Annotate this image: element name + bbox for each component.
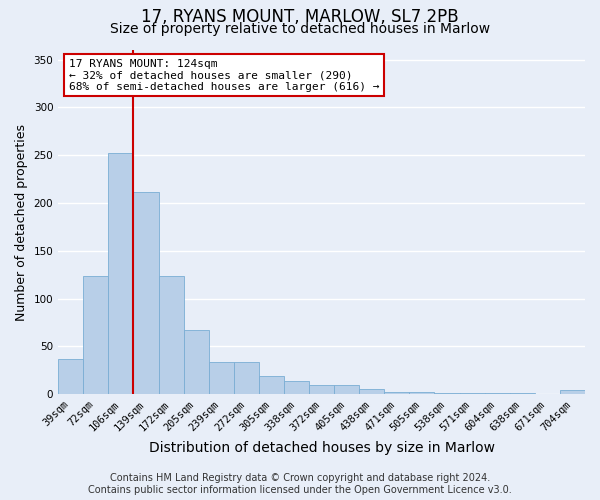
Bar [109,154,133,394]
Bar [284,381,309,394]
Text: 17, RYANS MOUNT, MARLOW, SL7 2PB: 17, RYANS MOUNT, MARLOW, SL7 2PB [141,8,459,26]
Bar [158,276,184,394]
Bar [58,359,83,394]
Bar [560,390,585,394]
Bar [133,192,158,394]
Bar [309,384,334,394]
Bar [409,392,434,394]
Bar [385,392,409,394]
Text: 17 RYANS MOUNT: 124sqm
← 32% of detached houses are smaller (290)
68% of semi-de: 17 RYANS MOUNT: 124sqm ← 32% of detached… [69,58,379,92]
Bar [359,390,385,394]
Bar [209,362,234,394]
Bar [234,362,259,394]
Bar [334,384,359,394]
Bar [184,330,209,394]
Y-axis label: Number of detached properties: Number of detached properties [15,124,28,320]
Text: Size of property relative to detached houses in Marlow: Size of property relative to detached ho… [110,22,490,36]
Text: Contains HM Land Registry data © Crown copyright and database right 2024.
Contai: Contains HM Land Registry data © Crown c… [88,474,512,495]
Bar [83,276,109,394]
X-axis label: Distribution of detached houses by size in Marlow: Distribution of detached houses by size … [149,441,494,455]
Bar [259,376,284,394]
